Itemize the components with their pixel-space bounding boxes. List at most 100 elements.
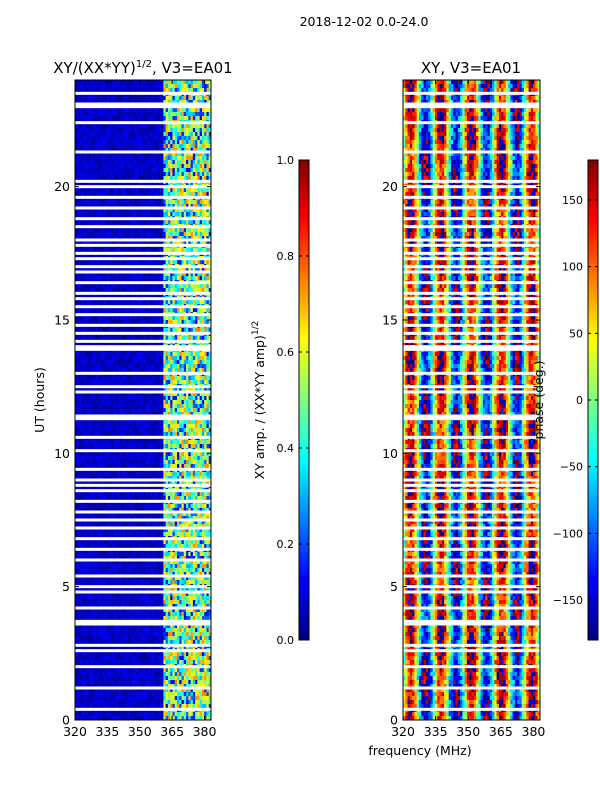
heatmap-cell <box>127 248 130 252</box>
heatmap-cell <box>80 96 83 100</box>
heatmap-cell <box>182 156 185 160</box>
heatmap-cell <box>141 80 144 84</box>
heatmap-cell <box>154 84 157 88</box>
heatmap-cell <box>129 132 132 136</box>
heatmap-cell <box>120 144 123 148</box>
heatmap-cell <box>102 88 105 92</box>
heatmap-cell <box>134 144 137 148</box>
heatmap-cell <box>182 352 185 356</box>
heatmap-cell <box>195 172 198 176</box>
heatmap-cell <box>175 276 178 280</box>
heatmap-cell <box>82 84 85 88</box>
heatmap-cell <box>141 300 144 304</box>
heatmap-cell <box>141 84 144 88</box>
heatmap-cell <box>204 220 207 224</box>
heatmap-cell <box>182 188 185 192</box>
heatmap-cell <box>143 260 146 264</box>
heatmap-cell <box>120 156 123 160</box>
heatmap-cell <box>100 220 103 224</box>
heatmap-cell <box>204 132 207 136</box>
heatmap-cell <box>148 400 151 404</box>
heatmap-cell <box>197 320 200 324</box>
heatmap-cell <box>114 368 117 372</box>
heatmap-cell <box>116 164 119 168</box>
heatmap-cell <box>80 200 83 204</box>
heatmap-cell <box>154 128 157 132</box>
heatmap-cell <box>154 308 157 312</box>
heatmap-cell <box>136 200 139 204</box>
heatmap-cell <box>114 308 117 312</box>
heatmap-cell <box>188 160 191 164</box>
heatmap-cell <box>161 232 164 236</box>
heatmap-cell <box>80 136 83 140</box>
heatmap-cell <box>93 356 96 360</box>
heatmap-cell <box>123 288 126 292</box>
heatmap-cell <box>95 316 98 320</box>
heatmap-cell <box>100 136 103 140</box>
heatmap-cell <box>80 176 83 180</box>
heatmap-cell <box>100 168 103 172</box>
heatmap-cell <box>157 352 160 356</box>
heatmap-cell <box>86 260 89 264</box>
heatmap-cell <box>100 380 103 384</box>
heatmap-cell <box>102 140 105 144</box>
heatmap-cell <box>168 404 171 408</box>
heatmap-cell <box>148 160 151 164</box>
heatmap-cell <box>177 96 180 100</box>
heatmap-cell <box>150 160 153 164</box>
heatmap-cell <box>182 400 185 404</box>
heatmap-cell <box>136 112 139 116</box>
heatmap-cell <box>195 160 198 164</box>
heatmap-cell <box>191 156 194 160</box>
heatmap-cell <box>143 352 146 356</box>
heatmap-cell <box>143 212 146 216</box>
heatmap-cell <box>86 132 89 136</box>
heatmap-cell <box>170 336 173 340</box>
heatmap-cell <box>163 288 166 292</box>
heatmap-cell <box>175 144 178 148</box>
heatmap-cell <box>95 320 98 324</box>
heatmap-cell <box>95 144 98 148</box>
heatmap-cell <box>102 300 105 304</box>
heatmap-cell <box>120 108 123 112</box>
heatmap-cell <box>157 88 160 92</box>
heatmap-cell <box>177 200 180 204</box>
heatmap-cell <box>93 328 96 332</box>
heatmap-cell <box>102 160 105 164</box>
heatmap-cell <box>204 288 207 292</box>
heatmap-cell <box>182 232 185 236</box>
heatmap-cell <box>184 220 187 224</box>
heatmap-cell <box>182 364 185 368</box>
heatmap-cell <box>102 176 105 180</box>
heatmap-cell <box>177 404 180 408</box>
heatmap-cell <box>93 360 96 364</box>
heatmap-cell <box>148 132 151 136</box>
heatmap-cell <box>182 408 185 412</box>
heatmap-cell <box>93 248 96 252</box>
heatmap-cell <box>123 336 126 340</box>
heatmap-cell <box>123 144 126 148</box>
heatmap-cell <box>120 188 123 192</box>
heatmap-cell <box>163 132 166 136</box>
heatmap-cell <box>184 404 187 408</box>
heatmap-cell <box>184 316 187 320</box>
heatmap-cell <box>80 400 83 404</box>
heatmap-cell <box>89 168 92 172</box>
heatmap-cell <box>195 320 198 324</box>
heatmap-cell <box>89 212 92 216</box>
heatmap-cell <box>177 116 180 120</box>
heatmap-cell <box>109 96 112 100</box>
heatmap-cell <box>161 276 164 280</box>
heatmap-cell <box>95 336 98 340</box>
heatmap-cell <box>202 116 205 120</box>
heatmap-cell <box>116 300 119 304</box>
heatmap-cell <box>86 168 89 172</box>
heatmap-cell <box>127 164 130 168</box>
heatmap-cell <box>89 228 92 232</box>
heatmap-cell <box>129 276 132 280</box>
heatmap-cell <box>163 172 166 176</box>
heatmap-cell <box>86 356 89 360</box>
heatmap-cell <box>127 96 130 100</box>
heatmap-cell <box>202 88 205 92</box>
heatmap-cell <box>163 320 166 324</box>
